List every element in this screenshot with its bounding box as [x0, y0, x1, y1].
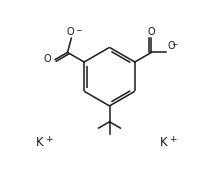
Text: K: K: [160, 136, 167, 149]
Text: K: K: [36, 136, 44, 149]
Text: −: −: [75, 26, 81, 35]
Text: −: −: [171, 40, 178, 49]
Text: O: O: [148, 27, 155, 37]
Text: O: O: [44, 55, 51, 64]
Text: O: O: [67, 27, 74, 37]
Text: +: +: [45, 135, 53, 144]
Text: O: O: [167, 41, 175, 51]
Text: +: +: [169, 135, 176, 144]
